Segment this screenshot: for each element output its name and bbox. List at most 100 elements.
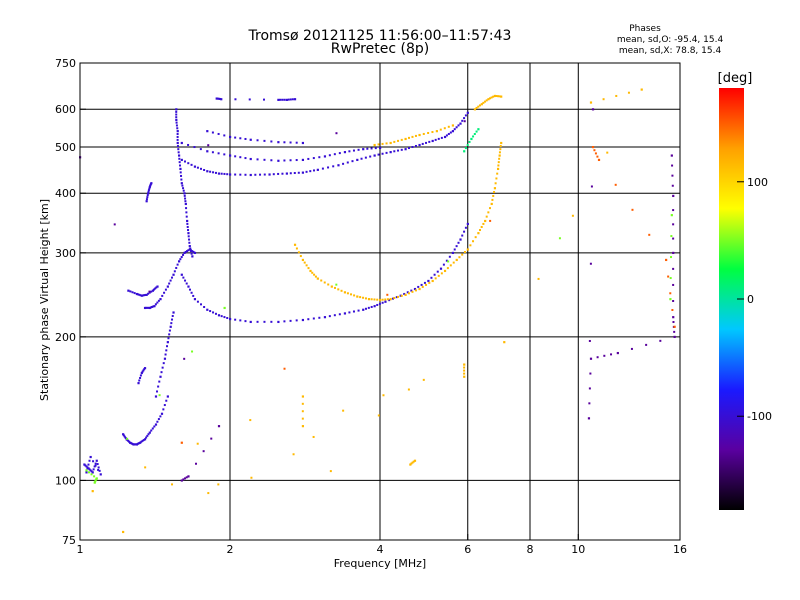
- data-point: [153, 425, 156, 428]
- data-point: [309, 269, 312, 273]
- data-point: [379, 298, 382, 302]
- data-point: [167, 337, 170, 340]
- data-point: [316, 168, 319, 171]
- data-point: [356, 158, 359, 162]
- data-point: [382, 394, 385, 397]
- data-point: [177, 148, 180, 151]
- data-point: [672, 237, 675, 240]
- data-point: [214, 171, 217, 174]
- data-point: [184, 477, 187, 480]
- data-point: [475, 106, 478, 109]
- data-point: [295, 141, 298, 144]
- data-point: [673, 325, 676, 328]
- data-point: [168, 282, 171, 285]
- data-point: [437, 137, 440, 140]
- data-point: [665, 258, 668, 262]
- data-point: [384, 298, 387, 301]
- data-point: [122, 433, 125, 436]
- data-point: [91, 490, 94, 493]
- data-point: [333, 314, 336, 317]
- data-point: [667, 275, 670, 278]
- data-point: [193, 165, 197, 168]
- data-point: [489, 219, 492, 222]
- data-point: [192, 294, 195, 297]
- data-point: [420, 283, 423, 286]
- data-point: [148, 291, 151, 294]
- data-point: [176, 130, 179, 133]
- data-point: [113, 223, 116, 226]
- data-point: [313, 273, 316, 276]
- data-point: [480, 103, 483, 106]
- data-point: [149, 306, 152, 309]
- data-point: [498, 154, 501, 157]
- data-point: [199, 148, 202, 151]
- data-point: [669, 298, 672, 301]
- data-point: [216, 97, 219, 100]
- data-point: [431, 139, 434, 143]
- data-point: [367, 298, 371, 301]
- data-point: [92, 460, 95, 463]
- data-point: [292, 453, 295, 456]
- data-point: [185, 215, 188, 218]
- data-point: [469, 244, 472, 247]
- data-point: [351, 160, 354, 163]
- data-point: [370, 305, 373, 308]
- data-point: [148, 306, 151, 310]
- data-point: [186, 222, 189, 225]
- data-point: [200, 167, 203, 170]
- data-point: [175, 121, 178, 124]
- data-point: [223, 306, 226, 310]
- data-point: [164, 353, 167, 356]
- data-point: [463, 117, 466, 120]
- data-point: [493, 187, 497, 190]
- data-point: [377, 143, 380, 146]
- data-point: [425, 141, 428, 144]
- data-point: [159, 298, 162, 301]
- data-point: [404, 148, 407, 151]
- data-point: [427, 279, 430, 283]
- data-point: [482, 222, 485, 225]
- data-point: [263, 139, 266, 142]
- data-point: [369, 155, 372, 158]
- data-point: [272, 173, 275, 176]
- data-point: [478, 104, 481, 107]
- data-point: [490, 96, 493, 99]
- data-point: [249, 157, 252, 161]
- data-point: [156, 301, 159, 304]
- data-point: [175, 116, 178, 119]
- data-point: [301, 410, 304, 413]
- data-point: [147, 292, 150, 295]
- data-point: [386, 298, 389, 301]
- data-point: [388, 299, 391, 302]
- data-point: [670, 256, 673, 259]
- data-point: [342, 162, 345, 165]
- data-point: [434, 277, 437, 280]
- data-point: [458, 256, 461, 259]
- data-point: [323, 155, 327, 158]
- data-point: [140, 440, 143, 443]
- data-point: [414, 144, 417, 147]
- data-point: [497, 161, 500, 164]
- data-point: [343, 151, 347, 154]
- data-point: [404, 137, 407, 141]
- data-point: [223, 153, 226, 156]
- data-point: [157, 299, 160, 302]
- data-point: [196, 300, 199, 303]
- data-point: [411, 290, 414, 293]
- data-point: [259, 173, 262, 176]
- data-point: [316, 277, 319, 280]
- data-point: [589, 372, 592, 375]
- data-point: [301, 395, 305, 398]
- data-point: [413, 287, 417, 291]
- data-point: [176, 141, 179, 145]
- data-point: [295, 319, 298, 322]
- data-point: [400, 138, 403, 141]
- data-point: [142, 439, 145, 442]
- x-ticks: 1 2 4 6 8 10 16: [77, 534, 687, 556]
- data-point: [303, 261, 306, 264]
- data-point: [168, 333, 171, 336]
- data-point: [367, 306, 370, 309]
- data-point: [186, 225, 189, 228]
- data-point: [270, 159, 273, 162]
- data-point: [473, 108, 477, 111]
